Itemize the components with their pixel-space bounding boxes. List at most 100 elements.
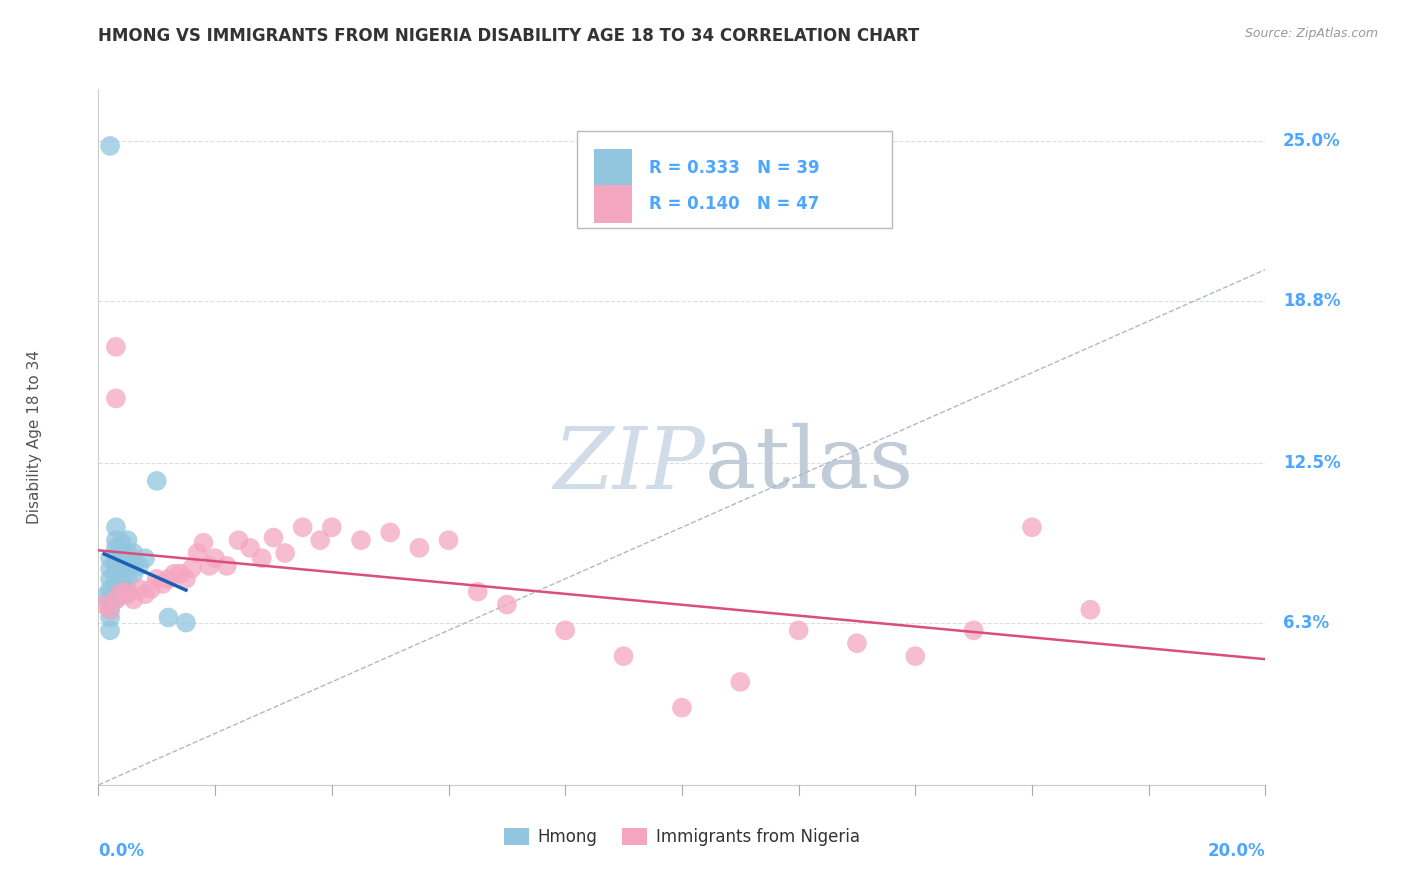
Point <box>111 566 134 581</box>
Point <box>139 582 162 596</box>
Point <box>122 546 145 560</box>
Point <box>98 603 121 617</box>
Point <box>146 474 169 488</box>
Point <box>98 603 121 617</box>
Legend: Hmong, Immigrants from Nigeria: Hmong, Immigrants from Nigeria <box>505 828 859 847</box>
Point <box>215 558 238 573</box>
Text: Disability Age 18 to 34: Disability Age 18 to 34 <box>27 350 42 524</box>
Point <box>554 624 576 638</box>
Point <box>321 520 343 534</box>
Text: HMONG VS IMMIGRANTS FROM NIGERIA DISABILITY AGE 18 TO 34 CORRELATION CHART: HMONG VS IMMIGRANTS FROM NIGERIA DISABIL… <box>98 27 920 45</box>
Point <box>93 598 115 612</box>
Point <box>187 546 209 560</box>
Text: 25.0%: 25.0% <box>1282 132 1340 150</box>
Text: ZIP: ZIP <box>554 424 706 507</box>
Point <box>198 558 221 573</box>
Point <box>467 584 489 599</box>
Point <box>671 700 693 714</box>
Point <box>111 557 134 571</box>
Point <box>111 587 134 601</box>
Point <box>98 551 121 566</box>
Point <box>152 577 174 591</box>
Point <box>1021 520 1043 534</box>
Point <box>104 340 127 354</box>
Point <box>193 535 215 549</box>
Point <box>98 572 121 586</box>
Point <box>111 546 134 560</box>
Point <box>134 587 156 601</box>
Point <box>104 533 127 548</box>
Point <box>104 520 127 534</box>
Point <box>904 649 927 664</box>
Point <box>730 674 752 689</box>
Point <box>291 520 314 534</box>
Point <box>111 584 134 599</box>
Point <box>98 592 121 607</box>
Point <box>122 557 145 571</box>
Point <box>122 592 145 607</box>
Point <box>846 636 869 650</box>
Point <box>104 584 127 599</box>
Point <box>104 558 127 573</box>
Point <box>787 624 810 638</box>
Point <box>104 572 127 586</box>
Point <box>157 610 180 624</box>
Point <box>204 551 226 566</box>
Point <box>98 561 121 575</box>
Point <box>104 541 127 555</box>
Text: 6.3%: 6.3% <box>1282 614 1329 632</box>
Point <box>437 533 460 548</box>
Text: atlas: atlas <box>706 424 914 507</box>
Point <box>408 541 430 555</box>
Point <box>98 582 121 596</box>
Text: 0.0%: 0.0% <box>98 842 145 860</box>
Point <box>117 584 139 599</box>
Point <box>117 558 139 573</box>
Point <box>309 533 332 548</box>
Point <box>111 577 134 591</box>
Point <box>111 535 134 549</box>
FancyBboxPatch shape <box>595 149 631 187</box>
Point <box>239 541 262 555</box>
Point <box>228 533 250 548</box>
Point <box>1080 603 1102 617</box>
Point <box>104 392 127 406</box>
Point <box>104 592 127 607</box>
Point <box>174 572 197 586</box>
Point <box>122 566 145 581</box>
Point <box>128 582 150 596</box>
Point <box>250 551 273 566</box>
Point <box>380 525 402 540</box>
Point <box>117 533 139 548</box>
Point <box>117 572 139 586</box>
Point <box>98 610 121 624</box>
Point <box>350 533 373 548</box>
Point <box>128 558 150 573</box>
Point <box>174 615 197 630</box>
Point <box>98 139 121 153</box>
Point <box>117 587 139 601</box>
FancyBboxPatch shape <box>576 131 891 228</box>
Text: R = 0.140   N = 47: R = 0.140 N = 47 <box>650 195 820 213</box>
Point <box>104 577 127 591</box>
Point <box>962 624 984 638</box>
Point <box>496 598 519 612</box>
Point <box>163 566 186 581</box>
FancyBboxPatch shape <box>595 185 631 223</box>
Point <box>274 546 297 560</box>
Point <box>262 531 284 545</box>
Text: 18.8%: 18.8% <box>1282 292 1340 310</box>
Text: 20.0%: 20.0% <box>1208 842 1265 860</box>
Text: R = 0.333   N = 39: R = 0.333 N = 39 <box>650 159 820 177</box>
Point <box>104 592 127 607</box>
Point <box>104 566 127 581</box>
Point <box>180 561 202 575</box>
Point <box>146 572 169 586</box>
Point <box>169 566 191 581</box>
Text: Source: ZipAtlas.com: Source: ZipAtlas.com <box>1244 27 1378 40</box>
Point <box>612 649 634 664</box>
Point <box>117 546 139 560</box>
Point <box>157 572 180 586</box>
Point <box>98 624 121 638</box>
Point <box>93 590 115 604</box>
